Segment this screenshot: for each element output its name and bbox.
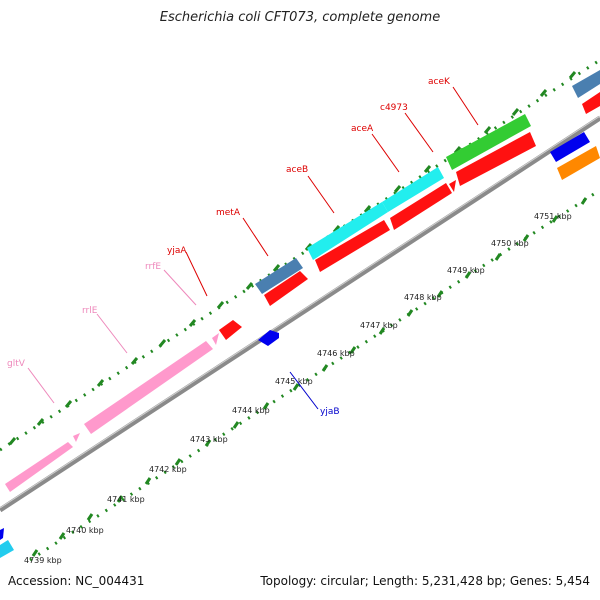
gene-label-yjaa[interactable]: yjaA	[167, 246, 187, 256]
gene-label-rrle[interactable]: rrlE	[82, 306, 98, 316]
tick-label: 4739 kbp	[24, 556, 62, 565]
tick-label: 4743 kbp	[190, 435, 228, 444]
tick-label: 4745 kbp	[275, 377, 313, 386]
gene-feature-blue-left[interactable]	[0, 528, 4, 540]
gene-label-rrfe[interactable]: rrfE	[145, 262, 161, 272]
gene-feature-cyan-1[interactable]	[307, 202, 388, 260]
genome-backbone-highlight	[0, 115, 600, 509]
tick-label: 4748 kbp	[404, 293, 442, 302]
label-leaders	[27, 86, 479, 410]
tick-label: 4746 kbp	[317, 349, 355, 358]
gene-labels: gltV rrlE rrfE yjaA metA aceB aceA c4973 aceK yja…	[7, 77, 451, 417]
tick-label: 4744 kbp	[232, 406, 270, 415]
gene-feature-aceb[interactable]	[315, 220, 390, 272]
gene-feature-orange[interactable]	[557, 146, 600, 180]
genome-backbone	[0, 115, 600, 513]
accession-label: Accession: NC_004431	[8, 574, 145, 588]
gene-label-aceb[interactable]: aceB	[286, 165, 308, 175]
gene-label-gltv[interactable]: gltV	[7, 359, 26, 369]
gene-feature-yjab[interactable]	[258, 330, 279, 346]
tick-label: 4742 kbp	[149, 465, 187, 474]
gene-feature-c4973[interactable]	[449, 180, 456, 192]
tick-labels: 4739 kbp 4740 kbp 4741 kbp 4742 kbp 4743 kbp…	[24, 212, 572, 565]
gene-feature-acea[interactable]	[390, 183, 452, 230]
gene-feature-meta[interactable]	[264, 271, 308, 306]
gene-feature-red-large[interactable]	[456, 132, 536, 186]
gene-feature-steel-2[interactable]	[572, 70, 600, 98]
outer-dotted-track	[0, 58, 600, 452]
tick-label: 4747 kbp	[360, 321, 398, 330]
gene-label-acea[interactable]: aceA	[351, 124, 374, 134]
gene-feature-rrfe[interactable]	[212, 333, 219, 345]
gene-feature-steel-1[interactable]	[255, 258, 303, 294]
genome-summary: Topology: circular; Length: 5,231,428 bp…	[260, 574, 590, 588]
gene-label-meta[interactable]: metA	[216, 208, 241, 218]
gene-feature-acek-green[interactable]	[446, 114, 531, 170]
gene-feature-cyan-left[interactable]	[0, 540, 14, 558]
gene-label-acek[interactable]: aceK	[428, 77, 451, 87]
gene-feature-rrna-rrle[interactable]	[84, 341, 213, 434]
gene-feature-red-edge[interactable]	[582, 92, 600, 114]
tick-label: 4749 kbp	[447, 266, 485, 275]
gene-feature-gltv-arrow[interactable]	[73, 433, 80, 442]
map-title: Escherichia coli CFT073, complete genome	[159, 10, 441, 25]
gene-label-yjab[interactable]: yjaB	[320, 407, 340, 417]
outer-tick-marks	[8, 71, 577, 445]
gene-feature-cyan-2[interactable]	[382, 167, 444, 212]
gene-feature-rrna-gltv[interactable]	[5, 442, 73, 492]
tick-label: 4750 kbp	[491, 239, 529, 248]
tick-label: 4751 kbp	[534, 212, 572, 221]
gene-feature-yjaa[interactable]	[219, 320, 242, 340]
inner-tick-marks	[31, 197, 588, 557]
tick-label: 4741 kbp	[107, 495, 145, 504]
forward-strand-features	[5, 70, 600, 492]
reverse-strand-features	[0, 132, 600, 558]
tick-label: 4740 kbp	[66, 526, 104, 535]
gene-label-c4973[interactable]: c4973	[380, 103, 408, 113]
gene-feature-blue-right[interactable]	[550, 132, 590, 162]
